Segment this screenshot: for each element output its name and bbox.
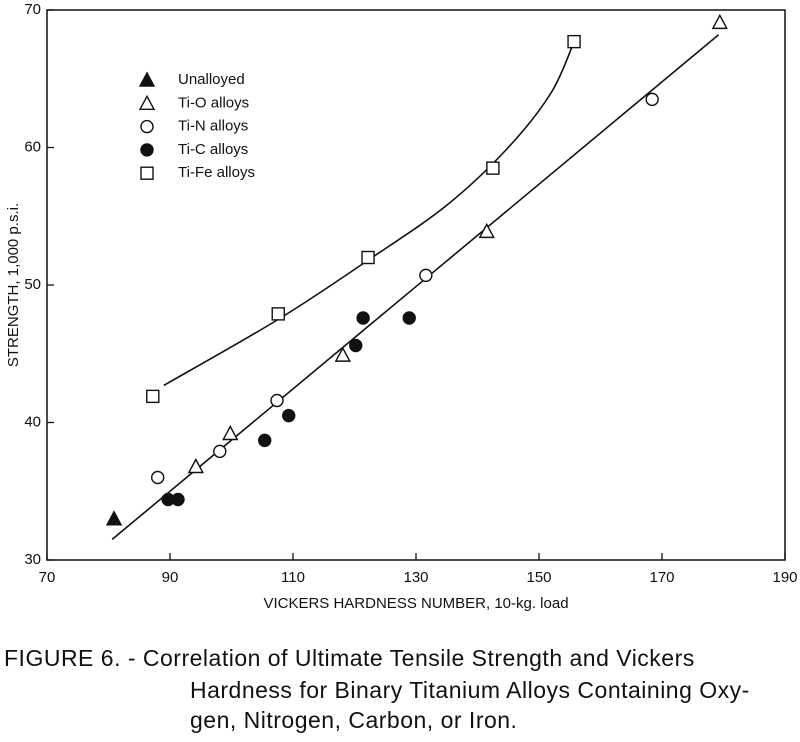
point xyxy=(645,92,659,107)
point xyxy=(171,492,185,507)
y-tick-label: 70 xyxy=(24,1,41,18)
point xyxy=(402,311,416,325)
point xyxy=(150,470,165,485)
fit-curve xyxy=(111,34,720,540)
y-tick-label: 50 xyxy=(24,276,41,293)
caption-line: FIGURE 6. - Correlation of Ultimate Tens… xyxy=(4,645,695,671)
point xyxy=(271,307,285,321)
legend-label: Ti-Fe alloys xyxy=(178,164,255,181)
y-tick-label: 30 xyxy=(24,551,41,568)
point xyxy=(711,13,728,30)
legend-marker xyxy=(140,119,154,134)
legend-label: Ti-C alloys xyxy=(178,141,248,158)
x-tick-label: 110 xyxy=(281,569,305,586)
point xyxy=(361,250,375,265)
caption-line: gen, Nitrogen, Carbon, or Iron. xyxy=(190,707,517,733)
legend-label: Unalloyed xyxy=(178,71,245,88)
point xyxy=(213,444,227,459)
legend-marker xyxy=(140,166,154,180)
legend-marker xyxy=(138,71,156,87)
point xyxy=(567,34,581,49)
y-axis-label: STRENGTH, 1,000 p.s.i. xyxy=(5,203,22,367)
legend-label: Ti-N alloys xyxy=(178,118,248,135)
y-tick-label: 60 xyxy=(24,138,41,155)
point xyxy=(356,311,370,325)
y-tick-label: 40 xyxy=(24,413,41,430)
x-axis-label: VICKERS HARDNESS NUMBER, 10-kg. load xyxy=(263,595,568,612)
point xyxy=(281,408,296,423)
legend-label: Ti-O alloys xyxy=(178,94,249,111)
point xyxy=(146,389,160,404)
point xyxy=(270,393,284,408)
x-tick-label: 190 xyxy=(772,569,797,586)
point xyxy=(478,222,495,239)
point xyxy=(187,458,205,474)
caption-line: Hardness for Binary Titanium Alloys Cont… xyxy=(190,677,750,703)
legend-marker xyxy=(140,143,154,157)
x-tick-label: 170 xyxy=(649,569,674,586)
point xyxy=(419,268,433,283)
point xyxy=(105,510,123,526)
legend-marker xyxy=(138,94,156,110)
point xyxy=(334,346,351,362)
x-tick-label: 70 xyxy=(39,569,56,586)
point xyxy=(486,161,500,175)
x-tick-label: 130 xyxy=(403,569,428,586)
fit-curve xyxy=(163,41,575,387)
x-tick-label: 150 xyxy=(526,569,551,586)
point xyxy=(258,433,272,448)
x-tick-label: 90 xyxy=(162,569,179,586)
point xyxy=(349,338,363,353)
point xyxy=(222,425,239,441)
